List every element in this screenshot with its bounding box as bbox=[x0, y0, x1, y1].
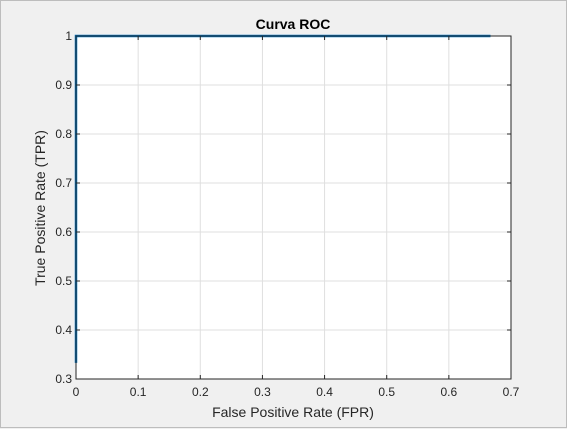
x-axis-title: False Positive Rate (FPR) bbox=[212, 404, 374, 420]
x-tick-label: 0.7 bbox=[503, 385, 520, 399]
x-tick-label: 0.3 bbox=[254, 385, 271, 399]
y-tick-label: 0.9 bbox=[55, 78, 72, 92]
x-tick-labels: 0 0.1 0.2 0.3 0.4 0.5 0.6 0.7 bbox=[73, 385, 520, 399]
y-tick-labels: 0.3 0.4 0.5 0.6 0.7 0.8 0.9 1 bbox=[55, 29, 72, 386]
x-tick-label: 0.2 bbox=[192, 385, 209, 399]
y-tick-label: 0.4 bbox=[55, 323, 72, 337]
y-tick-label: 1 bbox=[65, 29, 72, 43]
x-tick-label: 0.5 bbox=[378, 385, 395, 399]
y-tick-label: 0.7 bbox=[55, 176, 72, 190]
tick-marks bbox=[75, 35, 512, 380]
y-tick-label: 0.6 bbox=[55, 225, 72, 239]
plot-frame bbox=[75, 35, 512, 380]
x-tick-label: 0.1 bbox=[130, 385, 147, 399]
x-tick-label: 0 bbox=[73, 385, 80, 399]
x-tick-label: 0.6 bbox=[441, 385, 458, 399]
y-axis-title: True Positive Rate (TPR) bbox=[32, 130, 48, 286]
x-tick-label: 0.4 bbox=[316, 385, 333, 399]
chart-title: Curva ROC bbox=[256, 16, 331, 32]
plot-area bbox=[76, 36, 511, 379]
grid-lines bbox=[75, 35, 512, 380]
y-tick-label: 0.3 bbox=[55, 372, 72, 386]
y-tick-label: 0.5 bbox=[55, 274, 72, 288]
y-tick-label: 0.8 bbox=[55, 127, 72, 141]
